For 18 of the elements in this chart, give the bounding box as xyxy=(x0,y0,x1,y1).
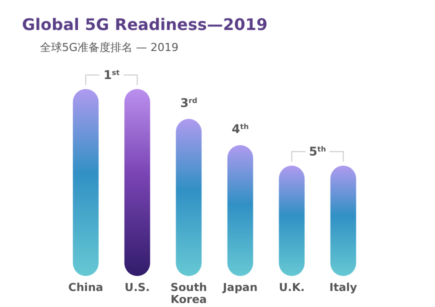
x-tick-label: Italy xyxy=(329,281,358,294)
bar xyxy=(72,89,99,276)
bar xyxy=(330,166,356,276)
chart-title: Global 5G Readiness—2019 xyxy=(22,15,268,34)
x-tick-label: U.S. xyxy=(124,281,150,294)
bar xyxy=(124,89,150,276)
x-tick-label: South Korea xyxy=(170,281,207,306)
bar xyxy=(278,166,305,276)
annotation: 4$^{th}$ xyxy=(232,122,249,136)
annotation: 1$^{st}$ xyxy=(103,68,120,82)
x-tick-label: Japan xyxy=(222,281,258,294)
annotation: 3$^{rd}$ xyxy=(180,95,198,110)
bar xyxy=(176,118,202,276)
x-tick-label: China xyxy=(68,281,104,294)
bar xyxy=(227,145,254,276)
annotation: 5$^{th}$ xyxy=(309,144,326,159)
x-tick-label: U.K. xyxy=(278,281,305,294)
chart-subtitle: 全球5G准备度排名 — 2019 xyxy=(40,41,179,54)
